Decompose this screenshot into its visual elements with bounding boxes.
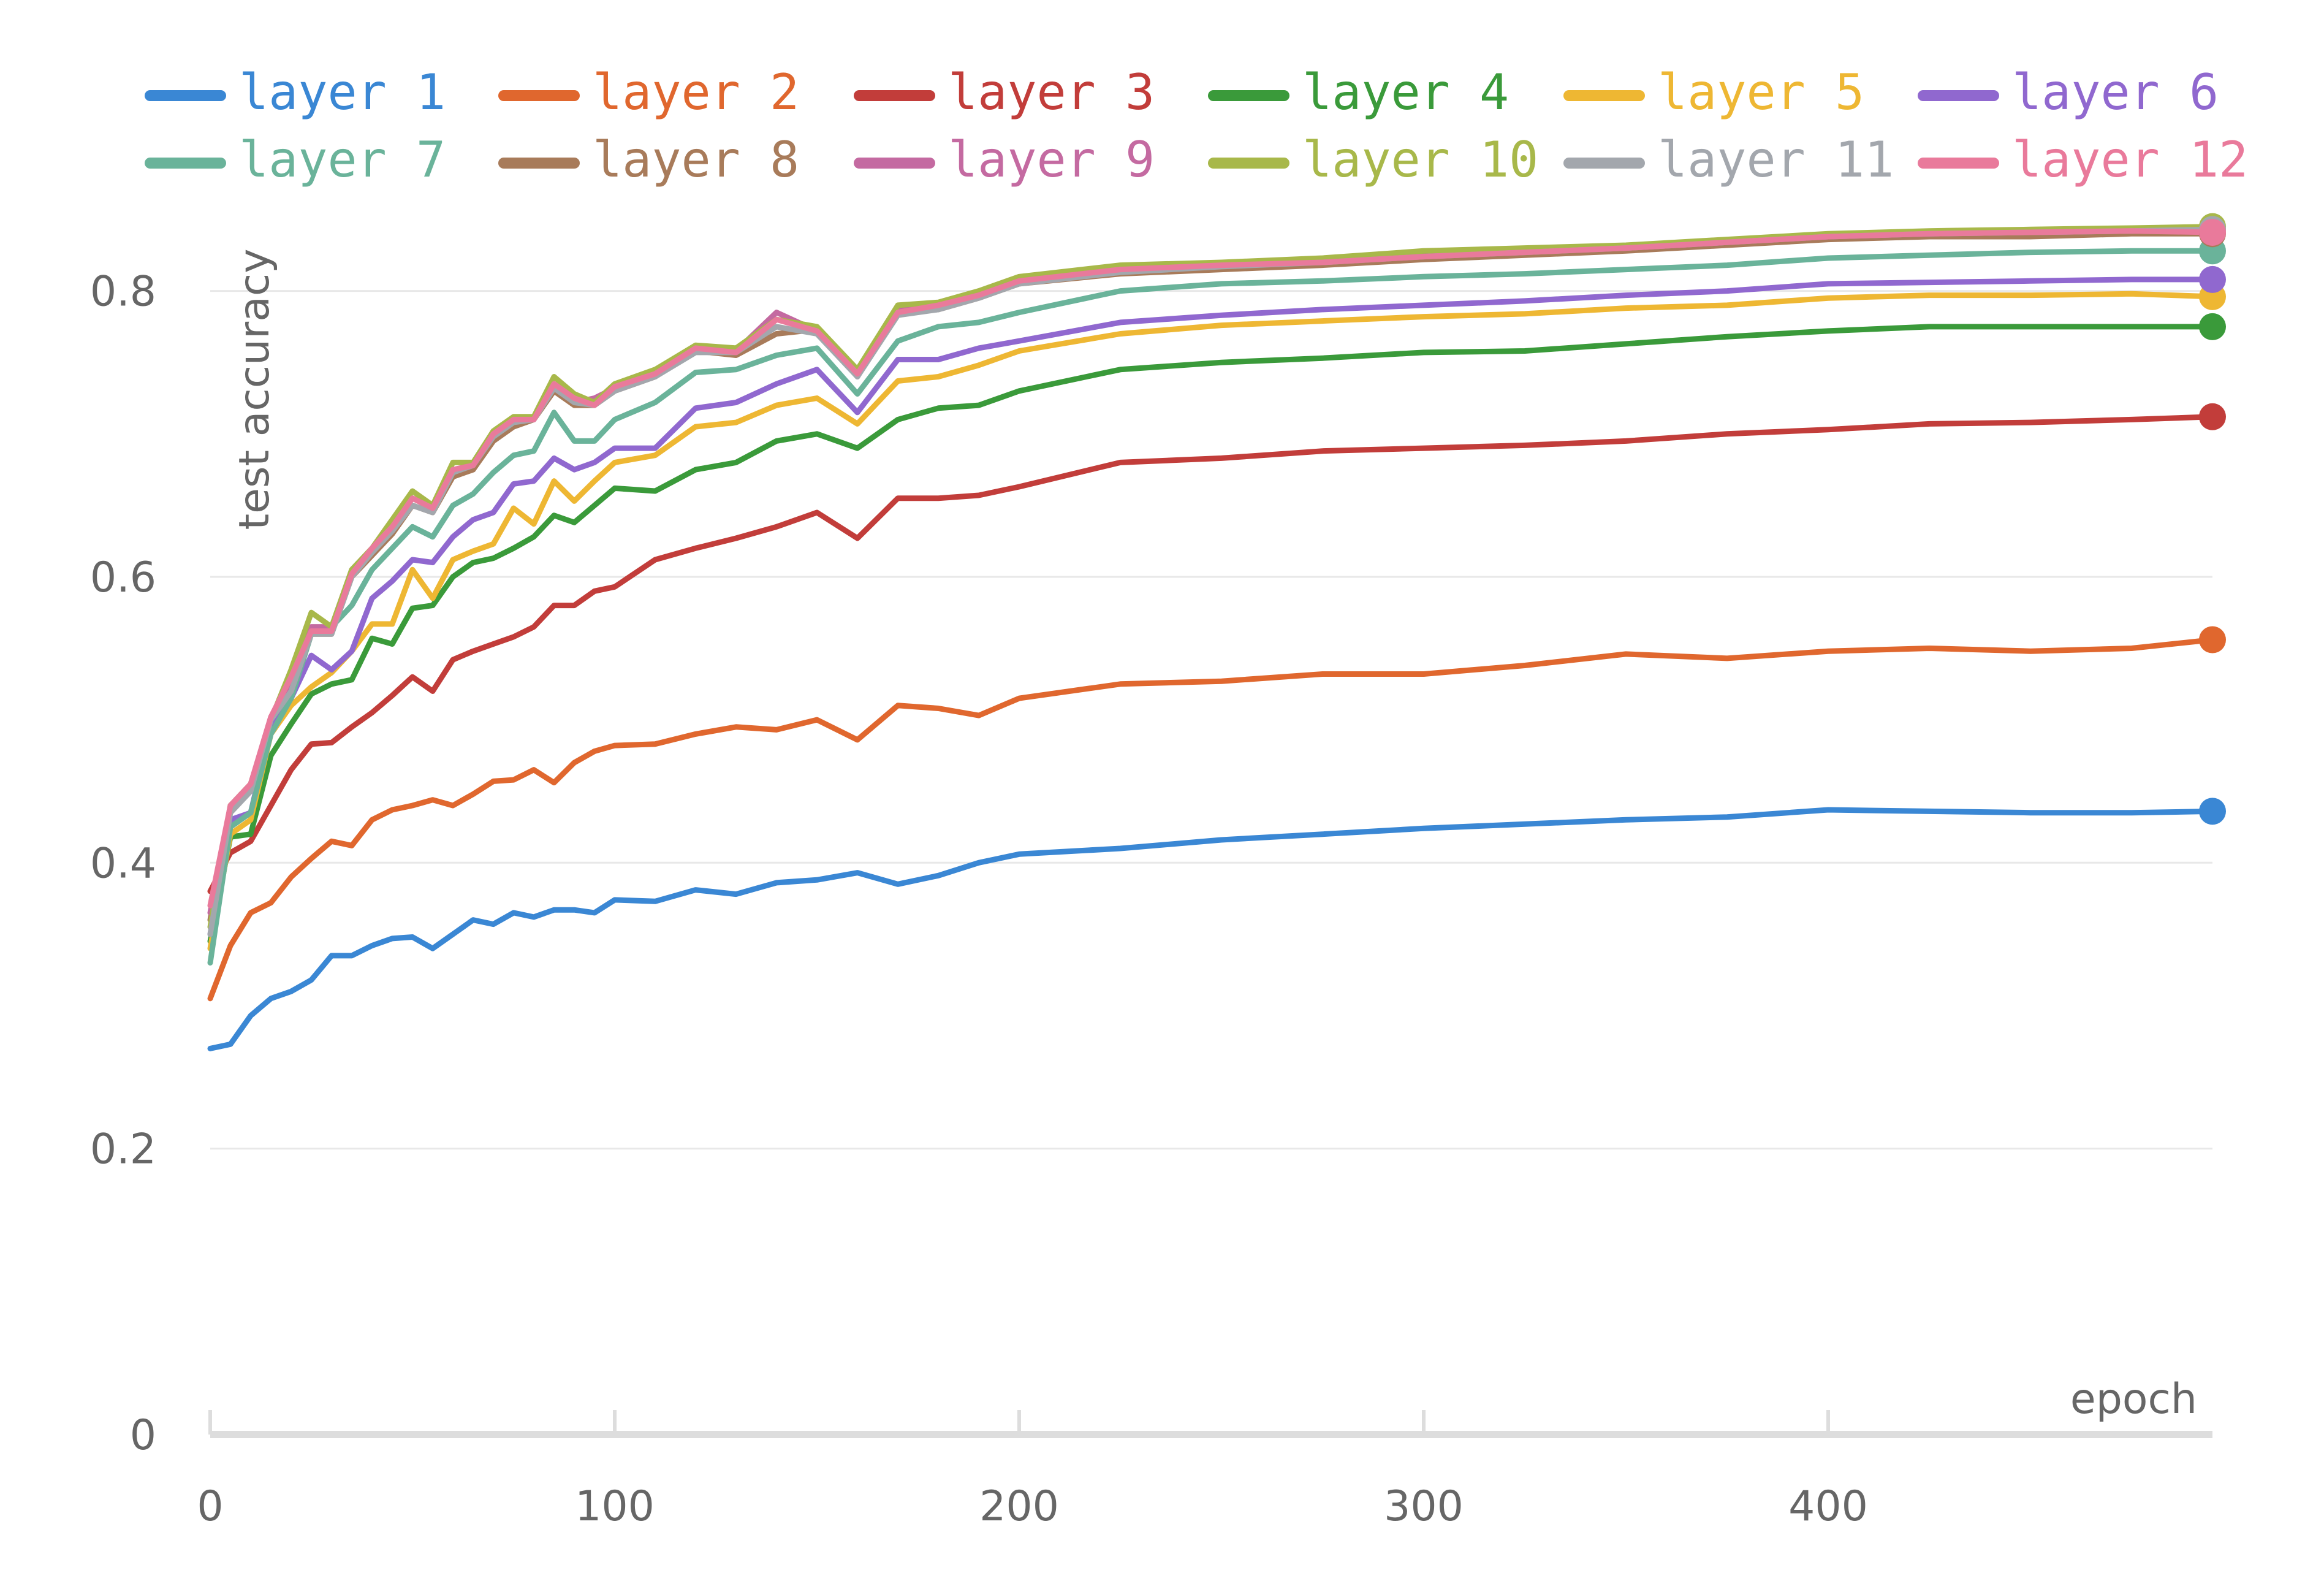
y-tick-label: 0: [130, 1411, 156, 1460]
series-end-marker-1: [2199, 798, 2226, 825]
series-line-2: [207, 637, 2216, 1002]
y-tick-label: 0.8: [90, 268, 156, 316]
series-end-marker-3: [2199, 403, 2226, 430]
grid: 0 0.2 0.4 0.6 0.8: [90, 268, 2212, 1460]
legend-label: layer 3: [948, 64, 1155, 121]
y-tick-label: 0.6: [90, 554, 156, 602]
series-end-marker-2: [2199, 626, 2226, 654]
x-axis-label: epoch: [2070, 1375, 2197, 1423]
series-end-marker-12: [2199, 218, 2226, 246]
axes: test accuracy epoch 0 100 200 300 400: [197, 249, 2212, 1531]
x-tick-label: 0: [197, 1482, 223, 1531]
series-line-11: [207, 226, 2216, 937]
legend-label: layer 10: [1302, 131, 1538, 188]
x-tick-label: 400: [1788, 1482, 1868, 1531]
series-line-7: [207, 248, 2216, 966]
legend-label: layer 9: [948, 131, 1155, 188]
series-line-12: [207, 228, 2216, 909]
series-line-4: [207, 324, 2216, 944]
legend-label: layer 11: [1658, 131, 1894, 188]
legend-label: layer 2: [593, 64, 799, 121]
x-tick-label: 100: [575, 1482, 655, 1531]
end-markers: [2199, 213, 2226, 825]
series-end-marker-6: [2199, 265, 2226, 293]
series-line-1: [207, 807, 2216, 1051]
legend: layer 1 layer 2 layer 3 layer 4 layer 5 layer…: [145, 64, 2248, 188]
y-tick-label: 0.4: [90, 839, 156, 888]
x-tick-label: 200: [979, 1482, 1059, 1531]
series-line-3: [207, 414, 2216, 894]
legend-label: layer 4: [1302, 64, 1509, 121]
legend-label: layer 1: [239, 64, 446, 121]
legend-label: layer 7: [239, 131, 446, 188]
legend-label: layer 12: [2012, 131, 2248, 188]
y-axis-label: test accuracy: [230, 249, 279, 530]
series-line-6: [207, 276, 2216, 937]
y-tick-label: 0.2: [90, 1126, 156, 1174]
legend-label: layer 5: [1658, 64, 1864, 121]
x-tick-label: 300: [1384, 1482, 1464, 1531]
series-line-5: [207, 291, 2216, 951]
series-end-marker-4: [2199, 313, 2226, 340]
series-lines: [207, 224, 2216, 1051]
legend-label: layer 6: [2012, 64, 2219, 121]
legend-label: layer 8: [593, 131, 799, 188]
